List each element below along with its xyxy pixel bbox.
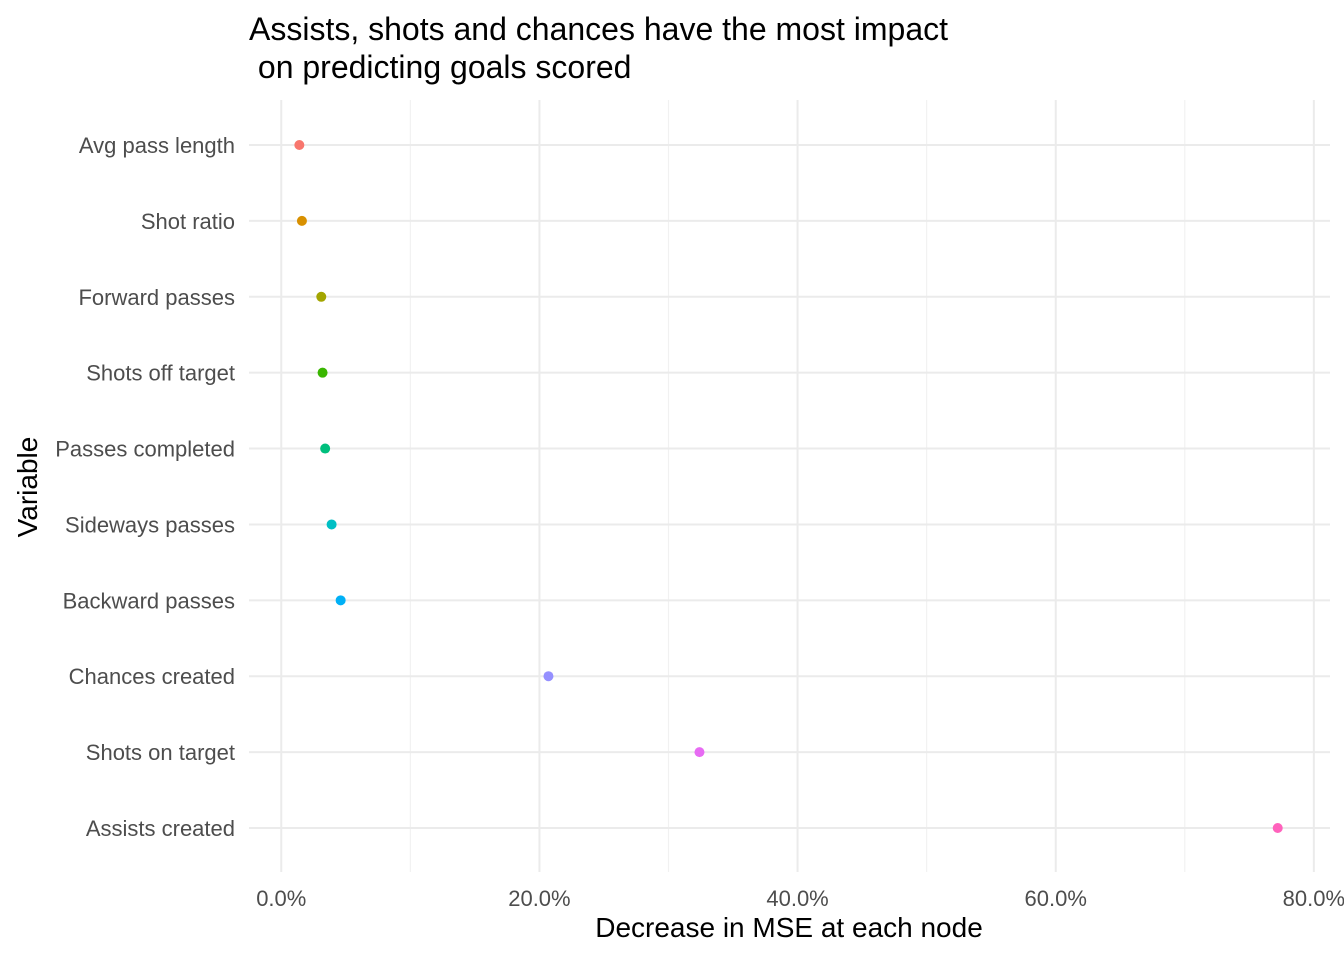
grid-lines (249, 100, 1330, 872)
y-tick-label: Assists created (86, 816, 235, 841)
x-axis-ticks: 0.0% 20.0% 40.0% 60.0% 80.0% (256, 886, 1344, 911)
x-tick-label: 0.0% (256, 886, 306, 911)
y-tick-label: Shots on target (86, 740, 235, 765)
data-point (316, 291, 327, 302)
y-tick-label: Sideways passes (65, 512, 235, 537)
y-tick-label: Shot ratio (141, 209, 235, 234)
data-point (543, 671, 554, 682)
data-point (294, 140, 305, 150)
chart-title-line-2: on predicting goals scored (249, 49, 632, 85)
y-tick-label: Shots off target (86, 361, 235, 386)
x-tick-label: 80.0% (1283, 886, 1344, 911)
x-axis-label: Decrease in MSE at each node (595, 912, 983, 943)
data-point (317, 367, 328, 378)
data-point (694, 747, 705, 758)
y-tick-label: Avg pass length (79, 133, 235, 158)
x-tick-label: 60.0% (1025, 886, 1087, 911)
data-points (294, 140, 1283, 833)
data-point (1272, 823, 1283, 833)
x-tick-label: 20.0% (508, 886, 570, 911)
data-point (326, 519, 337, 530)
data-point (320, 443, 331, 454)
y-tick-label: Forward passes (78, 285, 235, 310)
y-tick-label: Passes completed (55, 437, 235, 462)
y-axis-ticks: Avg pass length Shot ratio Forward passes S… (55, 133, 235, 841)
y-axis-label: Variable (12, 436, 43, 538)
x-tick-label: 40.0% (766, 886, 828, 911)
chart-title-line-1: Assists, shots and chances have the most… (249, 11, 948, 47)
data-point (296, 215, 307, 226)
y-tick-label: Backward passes (63, 588, 235, 613)
data-point (335, 595, 346, 606)
y-tick-label: Chances created (69, 664, 235, 689)
